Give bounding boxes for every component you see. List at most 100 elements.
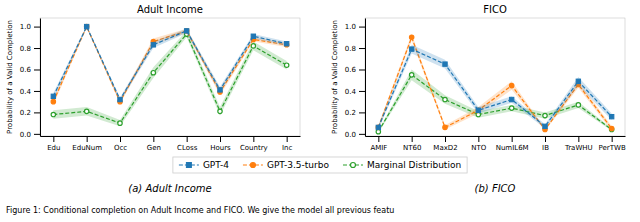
tick-mark xyxy=(120,136,121,142)
x-axis: AMIFNT60MaxD2NTONumIL6MIBTraWHUPerTWB xyxy=(366,136,626,152)
tick-label: 1.0 xyxy=(20,23,31,31)
axis-line xyxy=(366,136,626,137)
y-tick: 0.8 xyxy=(345,45,365,53)
data-point xyxy=(284,42,288,46)
tick-mark xyxy=(87,136,88,142)
legend-marker xyxy=(350,163,355,168)
data-point xyxy=(409,73,413,77)
tick-mark xyxy=(378,136,379,142)
panel: 0.00.20.40.60.81.0AMIFNT60MaxD2NTONumIL6… xyxy=(331,4,626,194)
data-point xyxy=(443,62,447,66)
tick-mark xyxy=(478,136,479,142)
data-point xyxy=(51,112,55,116)
y-tick: 1.0 xyxy=(345,23,365,31)
data-point xyxy=(84,24,88,28)
x-tick: EduNum xyxy=(72,136,102,152)
data-point xyxy=(443,125,447,129)
legend-item: GPT-3.5-turbo xyxy=(243,160,330,170)
data-point xyxy=(51,99,55,103)
data-point xyxy=(509,106,513,110)
data-point xyxy=(251,34,255,38)
y-tick: 0.2 xyxy=(20,109,40,117)
tick-mark xyxy=(359,112,365,113)
data-point xyxy=(184,29,188,33)
tick-label: CLoss xyxy=(177,144,198,152)
data-point xyxy=(543,113,547,117)
data-point xyxy=(509,97,513,101)
data-point xyxy=(118,121,122,125)
tick-label: Edu xyxy=(47,144,60,152)
x-tick: Occ xyxy=(114,136,127,152)
tick-label: 0.6 xyxy=(20,66,32,74)
data-point xyxy=(609,114,613,118)
x-tick: CLoss xyxy=(177,136,198,152)
x-tick: Inc xyxy=(282,136,293,152)
tick-label: 0.0 xyxy=(20,131,31,139)
tick-label: Inc xyxy=(282,144,293,152)
tick-mark xyxy=(34,134,40,135)
chart: 0.00.20.40.60.81.0EduEduNumOccGenCLossHo… xyxy=(0,0,640,222)
data-point xyxy=(284,63,288,67)
y-axis-title: Probability of a Valid Completion xyxy=(331,20,339,134)
x-tick: Edu xyxy=(47,136,60,152)
subcaption: (b) FICO xyxy=(475,183,516,194)
tick-mark xyxy=(412,136,413,142)
series-line xyxy=(53,34,286,123)
data-point xyxy=(376,125,380,129)
tick-mark xyxy=(359,91,365,92)
tick-mark xyxy=(359,27,365,28)
axis-line xyxy=(40,19,41,137)
tick-label: 0.2 xyxy=(20,109,31,117)
data-point xyxy=(184,29,188,33)
tick-mark xyxy=(545,136,546,142)
std-band xyxy=(378,34,611,131)
title: FICO xyxy=(483,4,507,15)
tick-label: AMIF xyxy=(370,144,387,152)
legend-item: GPT-4 xyxy=(179,160,229,170)
tick-mark xyxy=(253,136,254,142)
tick-mark xyxy=(359,48,365,49)
data-point xyxy=(409,35,413,39)
tick-mark xyxy=(578,136,579,142)
tick-label: PerTWB xyxy=(599,144,626,152)
tick-mark xyxy=(359,134,365,135)
x-tick: NumIL6M xyxy=(496,136,529,152)
tick-label: NT60 xyxy=(403,144,421,152)
y-tick: 0.4 xyxy=(20,88,40,96)
y-tick: 0.2 xyxy=(345,109,365,117)
x-tick: NTO xyxy=(471,136,487,152)
data-point xyxy=(218,88,222,92)
panel: 0.00.20.40.60.81.0EduEduNumOccGenCLossHo… xyxy=(6,4,301,194)
legend-label: GPT-4 xyxy=(203,160,229,170)
tick-mark xyxy=(187,136,188,142)
y-tick: 1.0 xyxy=(20,23,40,31)
x-tick: MaxD2 xyxy=(433,136,457,152)
tick-label: Occ xyxy=(114,144,127,152)
tick-label: 0.4 xyxy=(20,88,32,96)
tick-mark xyxy=(287,136,288,142)
legend: GPT-4 GPT-3.5-turbo Marginal Distribution xyxy=(173,157,467,173)
data-point xyxy=(251,44,255,48)
std-band xyxy=(378,45,611,130)
legend-marker xyxy=(250,163,255,168)
tick-label: 0.8 xyxy=(345,45,356,53)
std-band xyxy=(53,31,286,126)
y-axis-title: Probability of a Valid Completion xyxy=(6,20,14,134)
data-point xyxy=(409,47,413,51)
tick-label: MaxD2 xyxy=(433,144,457,152)
data-point xyxy=(84,109,88,113)
tick-label: 0.2 xyxy=(345,109,356,117)
data-point xyxy=(609,126,613,130)
axis-line xyxy=(365,19,366,137)
data-point xyxy=(218,109,222,113)
legend-label: Marginal Distribution xyxy=(367,160,461,170)
data-point xyxy=(576,103,580,107)
tick-label: 1.0 xyxy=(345,23,356,31)
tick-label: 0.6 xyxy=(345,66,357,74)
data-point xyxy=(476,108,480,112)
legend-label: GPT-3.5-turbo xyxy=(267,160,330,170)
tick-label: 0.4 xyxy=(345,88,357,96)
x-tick: PerTWB xyxy=(599,136,626,152)
tick-mark xyxy=(220,136,221,142)
tick-mark xyxy=(359,69,365,70)
